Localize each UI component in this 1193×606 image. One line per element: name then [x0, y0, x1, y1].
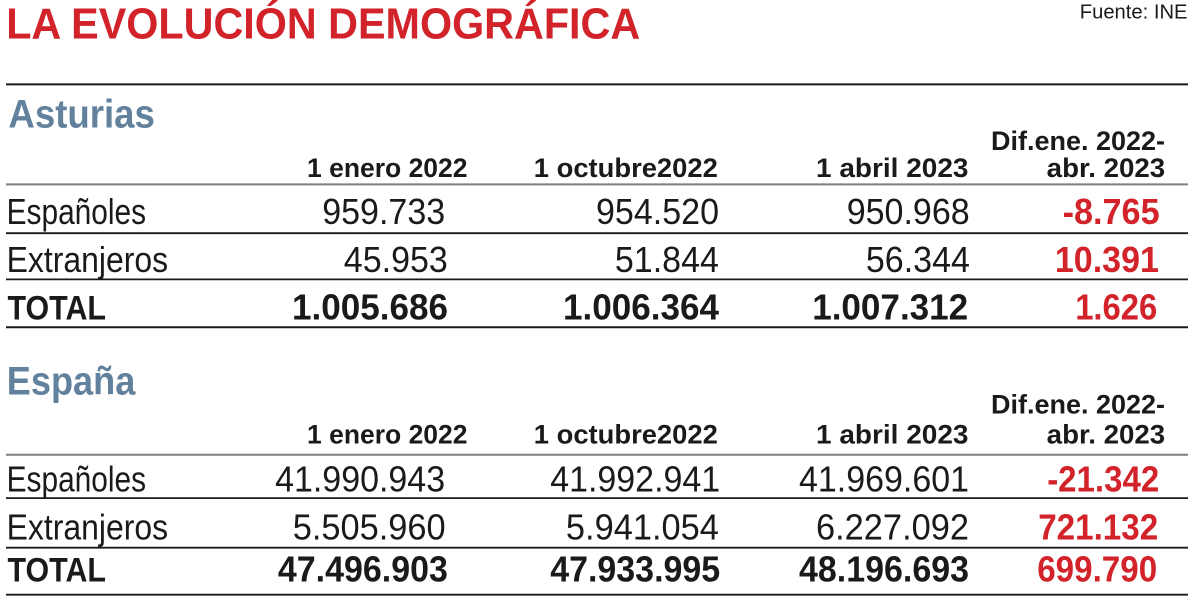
- svg-text:Extranjeros: Extranjeros: [7, 239, 169, 280]
- svg-text:1.006.364: 1.006.364: [563, 286, 719, 327]
- svg-text:1.007.312: 1.007.312: [812, 286, 968, 327]
- svg-text:47.933.995: 47.933.995: [550, 549, 720, 590]
- svg-text:1 octubre2022: 1 octubre2022: [534, 419, 718, 449]
- svg-text:959.733: 959.733: [322, 191, 445, 232]
- svg-text:Fuente: INE: Fuente: INE: [1080, 1, 1188, 23]
- svg-text:1 enero 2022: 1 enero 2022: [307, 419, 468, 449]
- svg-text:699.790: 699.790: [1037, 549, 1157, 590]
- svg-text:abr. 2023: abr. 2023: [1047, 153, 1166, 183]
- svg-text:Asturias: Asturias: [8, 92, 155, 137]
- svg-text:LA EVOLUCIÓN DEMOGRÁFICA: LA EVOLUCIÓN DEMOGRÁFICA: [6, 0, 640, 49]
- svg-text:Españoles: Españoles: [7, 458, 147, 499]
- svg-text:51.844: 51.844: [615, 239, 719, 280]
- svg-text:1 abril 2023: 1 abril 2023: [816, 153, 969, 183]
- svg-text:41.992.941: 41.992.941: [550, 458, 720, 499]
- svg-text:-21.342: -21.342: [1047, 458, 1159, 499]
- svg-text:1 enero 2022: 1 enero 2022: [307, 153, 468, 183]
- svg-text:721.132: 721.132: [1038, 507, 1158, 548]
- svg-text:-8.765: -8.765: [1063, 191, 1160, 232]
- svg-text:1.626: 1.626: [1075, 286, 1157, 327]
- svg-text:abr. 2023: abr. 2023: [1047, 419, 1166, 449]
- svg-text:Dif.ene. 2022-: Dif.ene. 2022-: [991, 126, 1165, 156]
- svg-text:45.953: 45.953: [344, 239, 448, 280]
- svg-text:5.941.054: 5.941.054: [566, 507, 719, 548]
- svg-text:6.227.092: 6.227.092: [816, 507, 969, 548]
- svg-text:TOTAL: TOTAL: [8, 289, 107, 327]
- svg-text:41.969.601: 41.969.601: [799, 458, 969, 499]
- svg-text:56.344: 56.344: [866, 239, 970, 280]
- svg-text:48.196.693: 48.196.693: [799, 549, 969, 590]
- svg-text:Españoles: Españoles: [7, 191, 147, 232]
- svg-text:41.990.943: 41.990.943: [275, 458, 445, 499]
- svg-text:47.496.903: 47.496.903: [278, 549, 448, 590]
- svg-text:5.505.960: 5.505.960: [293, 507, 446, 548]
- svg-text:Extranjeros: Extranjeros: [7, 507, 169, 548]
- svg-text:954.520: 954.520: [596, 191, 719, 232]
- svg-text:TOTAL: TOTAL: [8, 552, 107, 590]
- svg-text:1 abril 2023: 1 abril 2023: [816, 419, 969, 449]
- svg-text:950.968: 950.968: [847, 191, 970, 232]
- svg-text:Dif.ene. 2022-: Dif.ene. 2022-: [991, 389, 1165, 419]
- svg-text:España: España: [7, 358, 136, 403]
- svg-text:1 octubre2022: 1 octubre2022: [534, 153, 718, 183]
- svg-text:1.005.686: 1.005.686: [292, 286, 448, 327]
- svg-text:10.391: 10.391: [1055, 239, 1159, 280]
